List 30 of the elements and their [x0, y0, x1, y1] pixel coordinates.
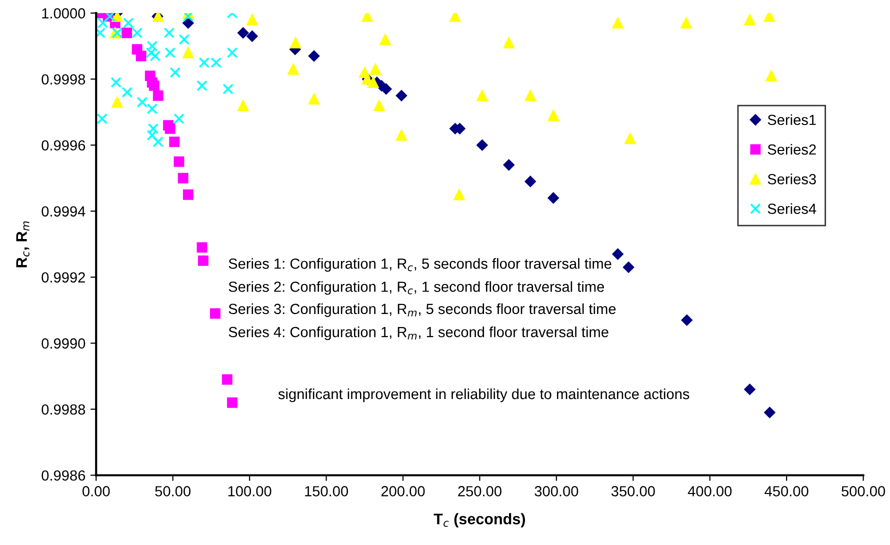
y-axis-title: R$_{c}$, R$_{m}$ [16, 221, 30, 268]
legend-label: Series4 [768, 203, 816, 214]
x-tick-label: 200.00 [381, 486, 425, 496]
y-tick-label: 0.9986 [42, 470, 86, 481]
x-axis-title: T$_{c}$ (seconds) [434, 513, 525, 528]
x-tick-label: 150.00 [305, 486, 348, 496]
y-tick-label: 0.9992 [42, 272, 85, 283]
annotation: significant improvement in reliability due to maintenance actions [278, 388, 690, 402]
x-tick-label: 300.00 [534, 486, 578, 496]
x-tick-label: 350.00 [611, 486, 655, 496]
legend-label: Series3 [768, 174, 816, 184]
y-tick-label: 0.9996 [42, 140, 86, 151]
x-tick-label: 0.00 [82, 486, 110, 496]
y-tick-label: 0.9998 [42, 74, 86, 85]
x-tick-label: 50.00 [155, 486, 191, 496]
x-tick-label: 400.00 [688, 486, 732, 496]
annotation: Series 1: Configuration 1, R$_{c}$, 5 seconds floor traversal time [228, 258, 612, 272]
x-tick-label: 100.00 [228, 486, 272, 496]
annotation: Series 4: Configuration 1, R$_{m}$, 1 second floor traversal time [228, 326, 608, 340]
x-tick-label: 250.00 [458, 486, 502, 496]
y-tick-label: 0.9994 [42, 206, 86, 217]
x-tick-label: 450.00 [764, 486, 808, 496]
annotation: Series 2: Configuration 1, R$_{c}$, 1 second floor traversal time [228, 281, 604, 295]
legend-label: Series1 [768, 114, 816, 126]
annotation: Series 3: Configuration 1, R$_{m}$, 5 seconds floor traversal time [228, 303, 616, 317]
y-tick-label: 1.0000 [42, 8, 86, 19]
x-tick-label: 500.00 [842, 486, 886, 496]
y-tick-label: 0.9990 [42, 338, 86, 349]
legend-label: Series2 [768, 144, 816, 155]
y-tick-label: 0.9988 [42, 404, 86, 415]
